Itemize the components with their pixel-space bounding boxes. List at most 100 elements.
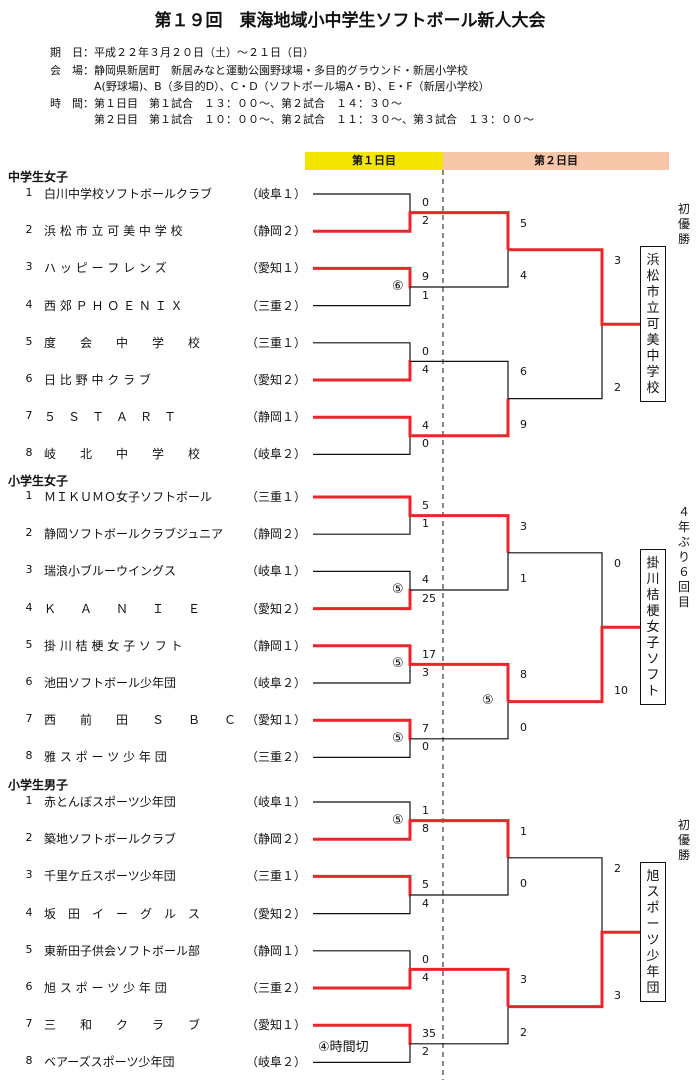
- bracket-line: [313, 287, 411, 307]
- team-prefecture: （岐阜１）: [246, 564, 307, 579]
- team-prefecture: （静岡１）: [246, 943, 307, 958]
- bracket-line: [313, 570, 411, 590]
- champion-name: 浜松市立可美中学校: [646, 253, 660, 397]
- team-prefecture: （岐阜２）: [246, 676, 307, 690]
- team-name: 瑞浪小ブルーウイングス: [44, 564, 177, 579]
- team-number: 1: [25, 794, 33, 807]
- team-name: 西 郊 Ｐ Ｈ Ｏ Ｅ Ｎ Ｉ Ｘ: [44, 298, 183, 313]
- bracket-line: [313, 950, 411, 970]
- team-number: 6: [25, 372, 33, 385]
- score: 9: [422, 270, 429, 284]
- team-name: 三 和 ク ラ ブ: [44, 1018, 201, 1033]
- team-prefecture: （愛知１）: [246, 1018, 307, 1033]
- info-date: 期 日：平成２２年３月２０日（土）～２１日（日）: [50, 46, 314, 59]
- score: 5: [422, 878, 429, 892]
- team-number: 2: [25, 223, 33, 237]
- team-prefecture: （愛知１）: [246, 261, 307, 276]
- bracket-win-line: [508, 625, 640, 704]
- bracket-win-line: [410, 819, 510, 858]
- team-prefecture: （愛知２）: [246, 601, 307, 616]
- team-name: 千里ケ丘スポーツ少年団: [44, 869, 176, 884]
- score: 1: [422, 517, 429, 531]
- bracket-win-line: [313, 1023, 412, 1046]
- team-name: 岐 北 中 学 校: [44, 447, 201, 462]
- score: 9: [520, 417, 527, 431]
- team-number: 1: [25, 186, 33, 199]
- page-title: 第１９回 東海地域小中学生ソフトボール新人大会: [154, 11, 546, 31]
- team-prefecture: （岐阜１）: [246, 795, 307, 809]
- team-name: 池田ソフトボール少年団: [44, 676, 177, 690]
- team-name: ベアーズスポーツ少年団: [44, 1055, 175, 1070]
- team-number: 7: [25, 409, 33, 423]
- bracket-win-line: [508, 248, 640, 326]
- team-number: 4: [25, 905, 33, 919]
- score: 3: [520, 973, 527, 987]
- bracket-line: [313, 342, 411, 362]
- bracket-line: [313, 895, 411, 915]
- score: 0: [422, 344, 429, 358]
- field-mark: ⑤: [392, 730, 404, 746]
- team-prefecture: （三重２）: [246, 750, 307, 765]
- score: 4: [422, 573, 429, 587]
- field-mark: ⑥: [392, 279, 404, 294]
- score: 17: [422, 647, 436, 661]
- score: 2: [422, 1045, 429, 1059]
- bracket-win-line: [313, 874, 412, 897]
- score: 0: [422, 740, 429, 754]
- team-number: 3: [25, 563, 33, 577]
- bracket-win-line: [313, 819, 412, 841]
- champion-box: 掛川桔梗女子ソフト: [640, 549, 666, 706]
- score: 1: [520, 572, 527, 585]
- score: 4: [422, 896, 429, 910]
- team-number: 6: [25, 675, 33, 688]
- team-prefecture: （岐阜２）: [246, 1055, 307, 1070]
- team-prefecture: （三重１）: [246, 335, 307, 350]
- champion-box: 浜松市立可美中学校: [640, 246, 666, 403]
- bracket-win-line: [313, 967, 412, 990]
- score: 4: [520, 269, 527, 282]
- score: 6: [520, 365, 527, 379]
- info-time-day1: 時 間：第１日目 第１試合 １３：００～、第２試合 １４：３０～: [50, 97, 402, 110]
- team-number: 2: [25, 831, 33, 845]
- team-name: 掛 川 桔 梗 女 子 ソ フ ト: [44, 638, 183, 653]
- team-prefecture: （岐阜１）: [246, 187, 307, 201]
- team-name: 静岡ソフトボールクラブジュニア: [44, 527, 224, 542]
- info-time-day2: 第２日目 第１試合 １０：００～、第２試合 １１：３０～、第３試合 １３：００～: [94, 113, 534, 126]
- bracket-win-line: [313, 644, 412, 666]
- team-name: ハ ッ ピ ー フ レ ン ズ: [44, 261, 167, 276]
- score: 8: [520, 668, 527, 682]
- field-mark: ④時間切: [318, 1039, 369, 1055]
- team-prefecture: （三重２）: [246, 298, 307, 313]
- bracket-line: [410, 249, 509, 288]
- score: 3: [614, 253, 621, 267]
- team-prefecture: （静岡１）: [246, 638, 307, 653]
- team-prefecture: （静岡２）: [246, 224, 307, 239]
- team-name: 西 前 田 Ｓ Ｂ Ｃ: [44, 713, 237, 728]
- team-prefecture: （三重１）: [246, 490, 307, 504]
- score: 4: [422, 419, 429, 433]
- team-number: 4: [25, 600, 33, 614]
- score: 0: [422, 196, 429, 209]
- team-number: 5: [25, 637, 33, 651]
- bracket-line: [410, 360, 509, 399]
- score: 0: [520, 720, 527, 734]
- team-number: 5: [25, 334, 33, 348]
- section-title: 小学生男子: [8, 778, 69, 792]
- header-day2: 第２日目: [443, 152, 669, 170]
- team-number: 6: [25, 980, 33, 993]
- team-name: Ｋ Ａ Ｎ Ｉ Ｅ: [44, 601, 201, 616]
- score: 1: [520, 824, 527, 838]
- bracket-line: [508, 552, 603, 628]
- bracket-win-line: [313, 588, 412, 611]
- score: 0: [520, 877, 527, 890]
- score: 2: [614, 380, 621, 394]
- team-name: ＭＩＫＵＭＯ女子ソフトボール: [44, 490, 213, 504]
- team-number: 3: [25, 260, 33, 274]
- score: 1: [422, 288, 429, 302]
- team-number: 8: [25, 1054, 33, 1068]
- team-number: 3: [25, 868, 33, 882]
- score: 3: [614, 988, 621, 1002]
- info-venue: 会 場：静岡県新居町 新居みなと運動公園野球場・多目的グラウンド・新居小学校: [50, 64, 468, 77]
- score: 0: [422, 952, 429, 966]
